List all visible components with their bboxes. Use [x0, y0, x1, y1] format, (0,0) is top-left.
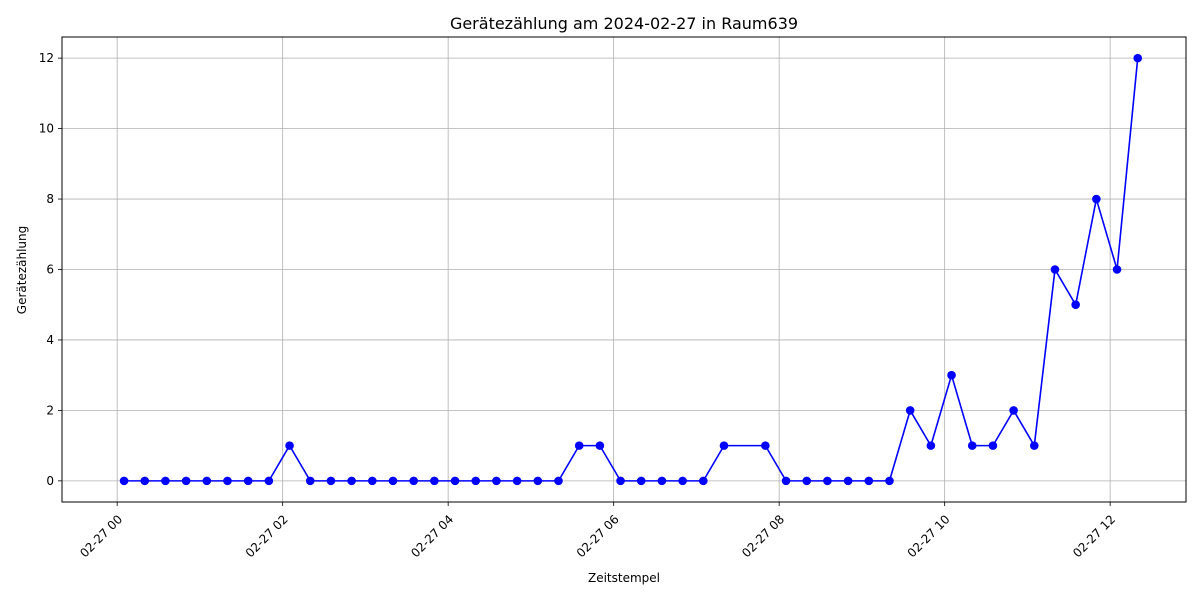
data-point	[326, 476, 336, 486]
data-point	[533, 476, 543, 486]
data-point	[678, 476, 687, 486]
y-tick-label: 4	[46, 333, 54, 347]
data-point	[1092, 194, 1101, 204]
y-tick-label: 8	[46, 192, 54, 206]
data-point	[471, 476, 481, 486]
data-point	[368, 476, 377, 486]
data-point	[409, 476, 418, 486]
data-point	[947, 370, 956, 380]
data-point	[285, 441, 294, 450]
y-tick-label: 10	[39, 122, 54, 136]
data-point	[450, 476, 460, 486]
x-tick-label: 02-27 06	[574, 512, 622, 560]
data-point	[636, 476, 646, 486]
data-point	[388, 476, 398, 486]
y-tick-label: 0	[46, 474, 54, 488]
y-tick-label: 12	[39, 51, 54, 65]
data-point	[264, 476, 274, 486]
y-tick-label: 2	[46, 403, 54, 417]
y-axis-title: Gerätezählung	[15, 226, 29, 314]
x-tick-label: 02-27 08	[739, 512, 787, 560]
data-point	[1050, 265, 1060, 274]
data-point	[1029, 441, 1039, 450]
y-tick-label: 6	[46, 263, 54, 277]
data-point	[119, 476, 129, 486]
x-axis-title: Zeitstempel	[588, 571, 660, 585]
series-layer	[119, 53, 1143, 486]
grid	[62, 37, 1186, 502]
data-point	[1009, 406, 1018, 415]
data-point	[864, 476, 874, 486]
y-axis: 0 2 4 6 8 10 12	[39, 51, 62, 488]
x-axis: 02-27 00 02-27 02 02-27 04 02-27 06 02-27 08…	[77, 502, 1118, 560]
data-point	[926, 441, 936, 450]
x-tick-label: 02-27 04	[408, 512, 456, 560]
data-point	[719, 441, 729, 450]
data-point	[512, 476, 522, 486]
data-point	[657, 476, 667, 486]
data-point	[823, 476, 832, 486]
data-point	[781, 476, 791, 486]
data-point	[430, 476, 439, 486]
data-point	[988, 441, 998, 450]
data-point	[305, 476, 315, 486]
data-point	[905, 406, 915, 415]
chart-title: Gerätezählung am 2024-02-27 in Raum639	[450, 14, 798, 33]
data-point	[347, 476, 356, 486]
data-point	[243, 476, 253, 486]
data-point	[181, 476, 191, 486]
data-point	[967, 441, 977, 450]
data-point	[574, 441, 584, 450]
data-point	[554, 476, 563, 486]
data-point	[223, 476, 232, 486]
x-tick-label: 02-27 10	[905, 512, 953, 560]
data-point	[492, 476, 501, 486]
data-point	[802, 476, 812, 486]
data-point	[1071, 300, 1080, 310]
data-point	[699, 476, 708, 486]
data-point	[616, 476, 625, 486]
x-tick-label: 02-27 02	[243, 512, 291, 560]
data-point	[843, 476, 853, 486]
data-point	[202, 476, 212, 486]
data-point	[885, 476, 894, 486]
data-point	[1112, 265, 1122, 274]
data-point	[595, 441, 605, 450]
data-point	[140, 476, 150, 486]
x-tick-label: 02-27 12	[1070, 512, 1118, 560]
data-point	[761, 441, 770, 450]
x-tick-label: 02-27 00	[77, 512, 125, 560]
data-point	[1133, 53, 1143, 63]
data-point	[161, 476, 170, 486]
